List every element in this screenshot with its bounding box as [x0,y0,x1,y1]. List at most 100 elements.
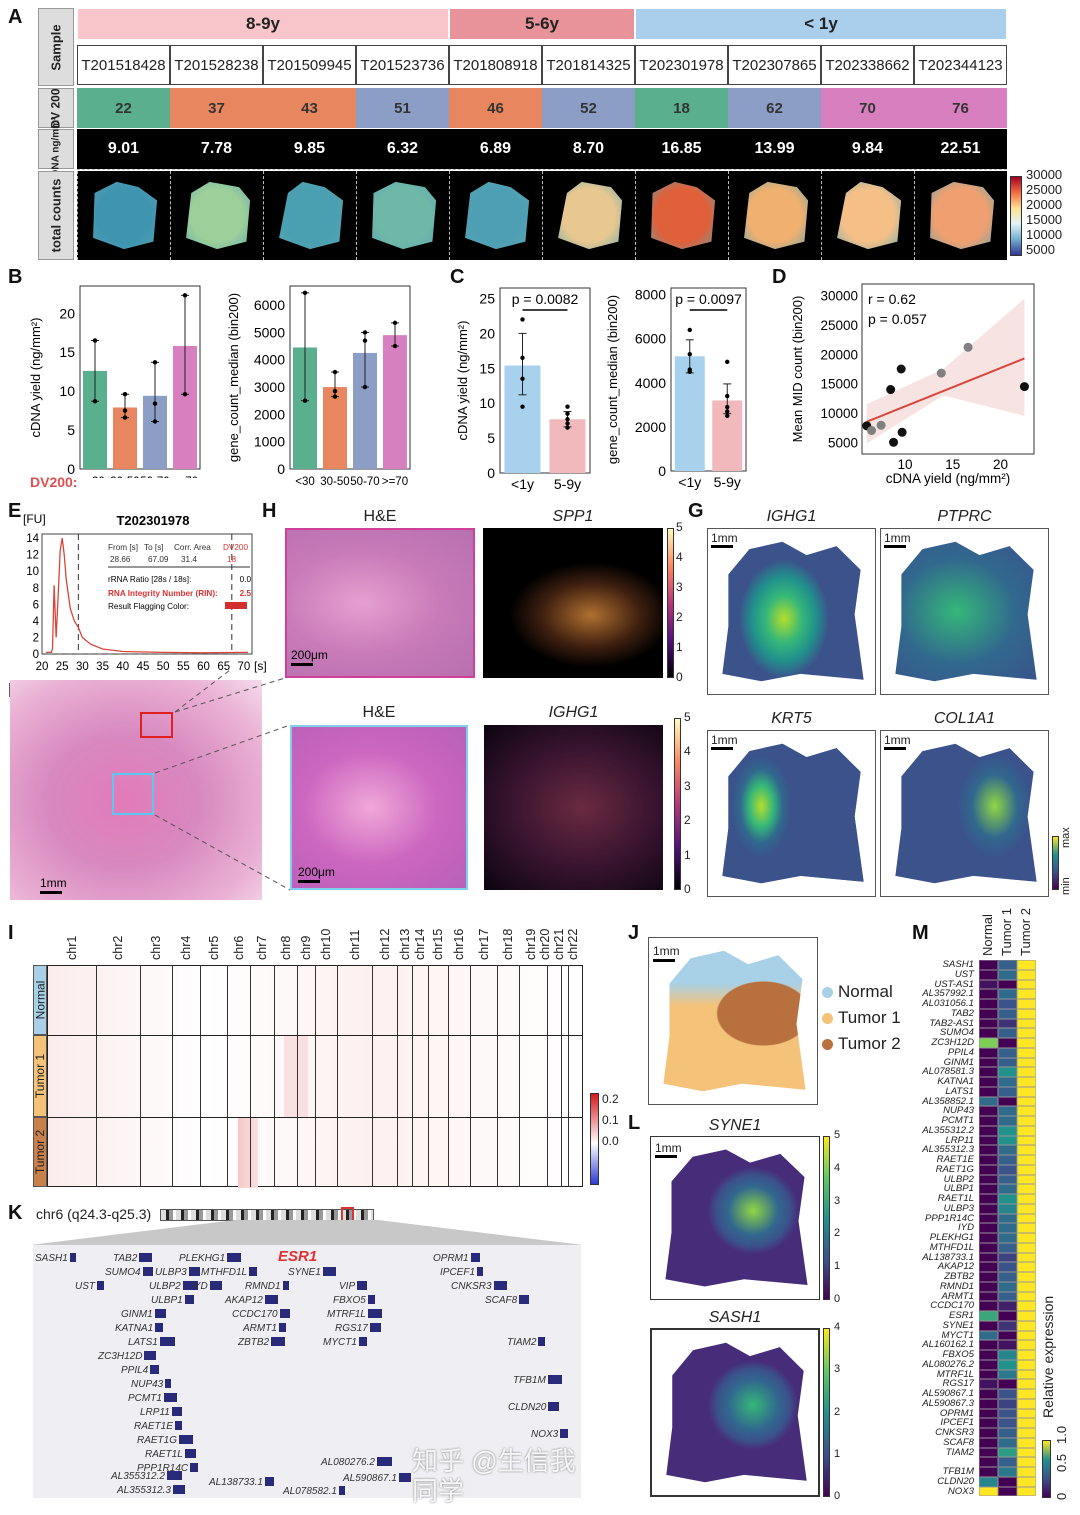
heatmap-row-label: LRP11 [945,1134,974,1146]
x-tick-label: <30 [295,476,315,488]
ighg1-title: IGHG1 [548,704,599,721]
cdna-value: 6.89 [449,129,542,169]
heatmap-cell [1017,1184,1036,1194]
colorbar-tick: 2 [684,813,691,828]
y-axis-label: gene_count_median (bin200) [226,293,241,462]
colorbar-tick: 0 [834,1293,841,1305]
chromosome-boundary [337,965,338,1187]
gene-map-title: COL1A1 [933,710,996,727]
heatmap-cell [1017,989,1036,999]
gene-label: ULBP3 [155,1267,200,1278]
gene-map-title: SYNE1 [708,1117,762,1134]
gene-expression-map: 1mm [707,528,876,695]
panel-label-j: J [628,922,640,944]
gene-label: ARMT1 [243,1323,286,1334]
sample-id: T201523736 [356,45,449,85]
chromosome-boundary [200,965,201,1187]
gene-model [171,1407,182,1416]
heatmap-row-label: MYCT1 [941,1329,974,1341]
heatmap-cell [1017,1252,1036,1263]
heatmap-cell [979,1350,998,1360]
gene-model [139,1253,153,1262]
heatmap-cell [1017,1067,1036,1077]
heatmap-cell [1017,1135,1036,1146]
heatmap-row-label: AL080276.2 [922,1358,974,1370]
sample-id: T202307865 [728,45,821,85]
y-tick-label: 0 [33,649,39,661]
scale-bar: 200μm [291,648,328,666]
chromosome-boundary [372,965,373,1187]
heatmap-cell [979,1408,998,1419]
x-tick-label: >=70 [172,476,198,478]
legend-dot [822,986,833,998]
total-counts-map [449,171,542,260]
panel-label-a: A [8,6,23,28]
scale-line [711,747,733,750]
heatmap-column-label: Normal [980,914,995,956]
heatmap-row-label: PLEKHG1 [929,1232,974,1243]
heatmap-row-label: AL355312.3 [922,1144,974,1156]
colorbar-tick: 5 [834,1129,841,1141]
gene-model [282,1281,289,1290]
chromosome-label: chr11 [347,929,362,960]
data-point [122,408,128,413]
roi-box-red[interactable] [140,712,173,738]
gene-label: PPP1R14C [137,1463,199,1474]
tissue-section-image [744,181,809,250]
colorbar-tick: 3 [834,1363,841,1376]
gene-model [477,1267,484,1276]
gene-model [367,1295,375,1304]
sample-id: T201814325 [542,45,635,85]
chromosome-boundary [412,965,413,1187]
panel-label-k: K [8,1202,23,1224]
watermark: 知乎 @生信我同学 [412,1446,576,1506]
heatmap-cell [979,1291,998,1302]
heatmap-row-label: IPCEF1 [940,1417,974,1429]
info-header: Corr. Area [174,543,211,552]
heatmap-row-label: KATNA1 [937,1076,974,1087]
tissue-section-image [930,181,995,250]
roi-box-blue[interactable] [112,773,154,815]
colorbar-tick: 10000 [1026,227,1063,242]
data-point [565,404,570,409]
heatmap-cell [979,1389,998,1399]
data-point [725,393,730,399]
gene-label: PCMT1 [128,1393,177,1404]
stat-annotation: p = 0.057 [868,311,927,327]
gene-label: SASH1 [35,1253,76,1264]
heatmap-cell [1017,1340,1036,1350]
gene-map-title: PTPRC [937,508,992,525]
bar [383,335,407,469]
sample-id: T202301978 [635,45,728,85]
cluster-map-tissue [663,950,806,1092]
heatmap-row-label: CCDC170 [930,1300,974,1312]
spp1-title: SPP1 [552,508,594,525]
heatmap-cell [979,1203,998,1214]
gene-model [163,1393,177,1402]
heatmap-cell [998,1135,1017,1146]
chromosome-boundary [96,965,97,1187]
y-tick-label: 0 [277,461,285,477]
data-point [122,415,128,420]
heatmap-cell [979,1184,998,1194]
gene-label: PPIL4 [121,1365,160,1376]
y-tick-label: 6000 [635,331,666,347]
heatmap-cell [998,1125,1017,1136]
chromosome-label: chr3 [149,935,163,960]
chromosome-label: chr4 [179,935,193,960]
heatmap-cell [979,1213,998,1224]
heatmap-row-label: PPIL4 [947,1046,974,1058]
data-point [565,421,570,426]
p-value: p = 0.0097 [675,291,742,307]
heatmap-row-label: RGS17 [942,1378,974,1390]
chromosome-label: chr2 [111,935,125,960]
y-axis-label: cDNA yield (ng/mm²) [28,318,43,438]
x-tick-label: 5-9y [714,474,741,490]
data-point [897,427,907,437]
scale-bar: 1mm [884,531,911,548]
heatmap-cell [1017,1418,1036,1428]
heatmap-cell [998,1164,1017,1175]
panel-label-e: E [8,500,22,522]
heatmap-row-label: CLDN20 [937,1475,974,1487]
gene-label: FBXO5 [333,1295,375,1306]
